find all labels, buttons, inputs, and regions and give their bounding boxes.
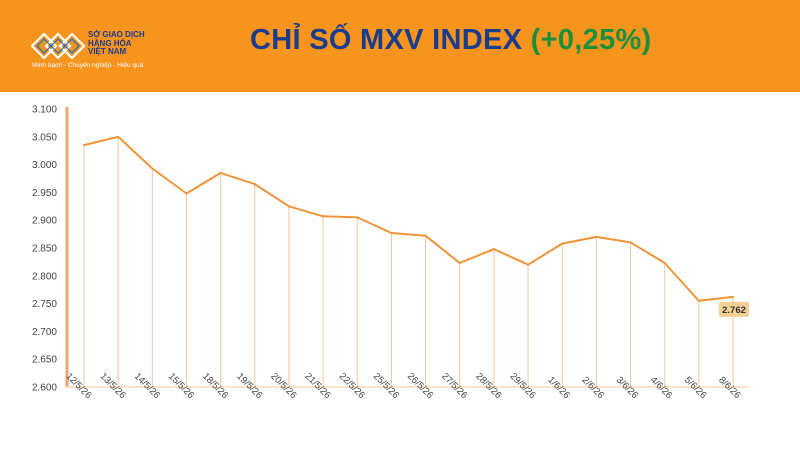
last-value-label: 2.762 — [722, 305, 746, 316]
x-tick-label: 29/5/26 — [508, 371, 538, 401]
x-tick-label: 3/6/26 — [614, 375, 640, 401]
y-tick-label: 2.700 — [32, 327, 57, 338]
logo-name: Sở giao dịch Hàng hóa Việt Nam — [88, 30, 145, 56]
y-tick-label: 2.850 — [32, 244, 57, 255]
data-point — [356, 216, 359, 219]
data-point — [663, 262, 666, 265]
data-point — [322, 215, 325, 218]
x-tick-label: 5/6/26 — [682, 375, 708, 401]
x-tick-label: 14/5/26 — [132, 371, 162, 401]
y-tick-label: 3.050 — [32, 132, 57, 143]
data-point — [390, 231, 393, 234]
x-tick-label: 1/6/26 — [545, 375, 571, 401]
y-tick-label: 3.000 — [32, 160, 57, 171]
data-point — [424, 234, 427, 237]
title-main: CHỈ SỐ MXV INDEX — [250, 24, 523, 56]
data-point — [219, 171, 222, 174]
title-change: (+0,25%) — [530, 24, 652, 56]
x-tick-label: 13/5/26 — [98, 371, 128, 401]
data-point — [185, 192, 188, 195]
data-point — [253, 183, 256, 186]
data-point — [151, 167, 154, 170]
x-tick-label: 2/6/26 — [580, 375, 606, 401]
data-point — [629, 241, 632, 244]
x-tick-label: 4/6/26 — [648, 375, 674, 401]
x-tick-label: 20/5/26 — [268, 371, 298, 401]
data-point — [83, 144, 85, 147]
data-point — [697, 299, 700, 302]
data-point — [732, 295, 734, 298]
data-point — [287, 205, 290, 208]
data-point — [492, 248, 495, 251]
data-point — [117, 135, 120, 138]
x-tick-label: 27/5/26 — [439, 371, 469, 401]
y-tick-label: 2.800 — [32, 271, 57, 282]
x-tick-label: 28/5/26 — [473, 371, 503, 401]
data-point — [595, 235, 598, 238]
mxv-logo-icon — [30, 32, 86, 60]
y-tick-label: 2.750 — [32, 299, 57, 310]
series-line — [83, 135, 734, 302]
x-tick-label: 19/5/26 — [234, 371, 264, 401]
x-tick-label: 21/5/26 — [303, 371, 333, 401]
header-banner: Sở giao dịch Hàng hóa Việt Nam Minh bạch… — [0, 0, 800, 92]
x-tick-label: 18/5/26 — [200, 371, 230, 401]
y-tick-label: 2.650 — [32, 355, 57, 366]
last-value-badge — [719, 301, 749, 317]
x-tick-label: 25/5/26 — [371, 371, 401, 401]
data-point — [458, 262, 461, 265]
logo-tagline: Minh bạch - Chuyên nghiệp - Hiệu quả — [32, 62, 144, 69]
data-point — [527, 263, 530, 266]
y-tick-label: 2.600 — [32, 383, 57, 394]
logo: Sở giao dịch Hàng hóa Việt Nam Minh bạch… — [30, 28, 165, 78]
page-title: CHỈ SỐ MXV INDEX (+0,25%) — [250, 24, 652, 57]
x-tick-label: 15/5/26 — [166, 371, 196, 401]
x-tick-label: 8/6/26 — [716, 375, 742, 401]
y-tick-label: 2.900 — [32, 216, 57, 227]
x-tick-label: 26/5/26 — [405, 371, 435, 401]
x-tick-label: 22/5/26 — [337, 371, 367, 401]
y-tick-label: 3.100 — [32, 105, 57, 116]
y-tick-label: 2.950 — [32, 188, 57, 199]
data-point — [561, 242, 564, 245]
line-chart: 2.600 2.650 2.700 2.750 2.800 2.850 2.900 2.950… — [32, 105, 749, 401]
